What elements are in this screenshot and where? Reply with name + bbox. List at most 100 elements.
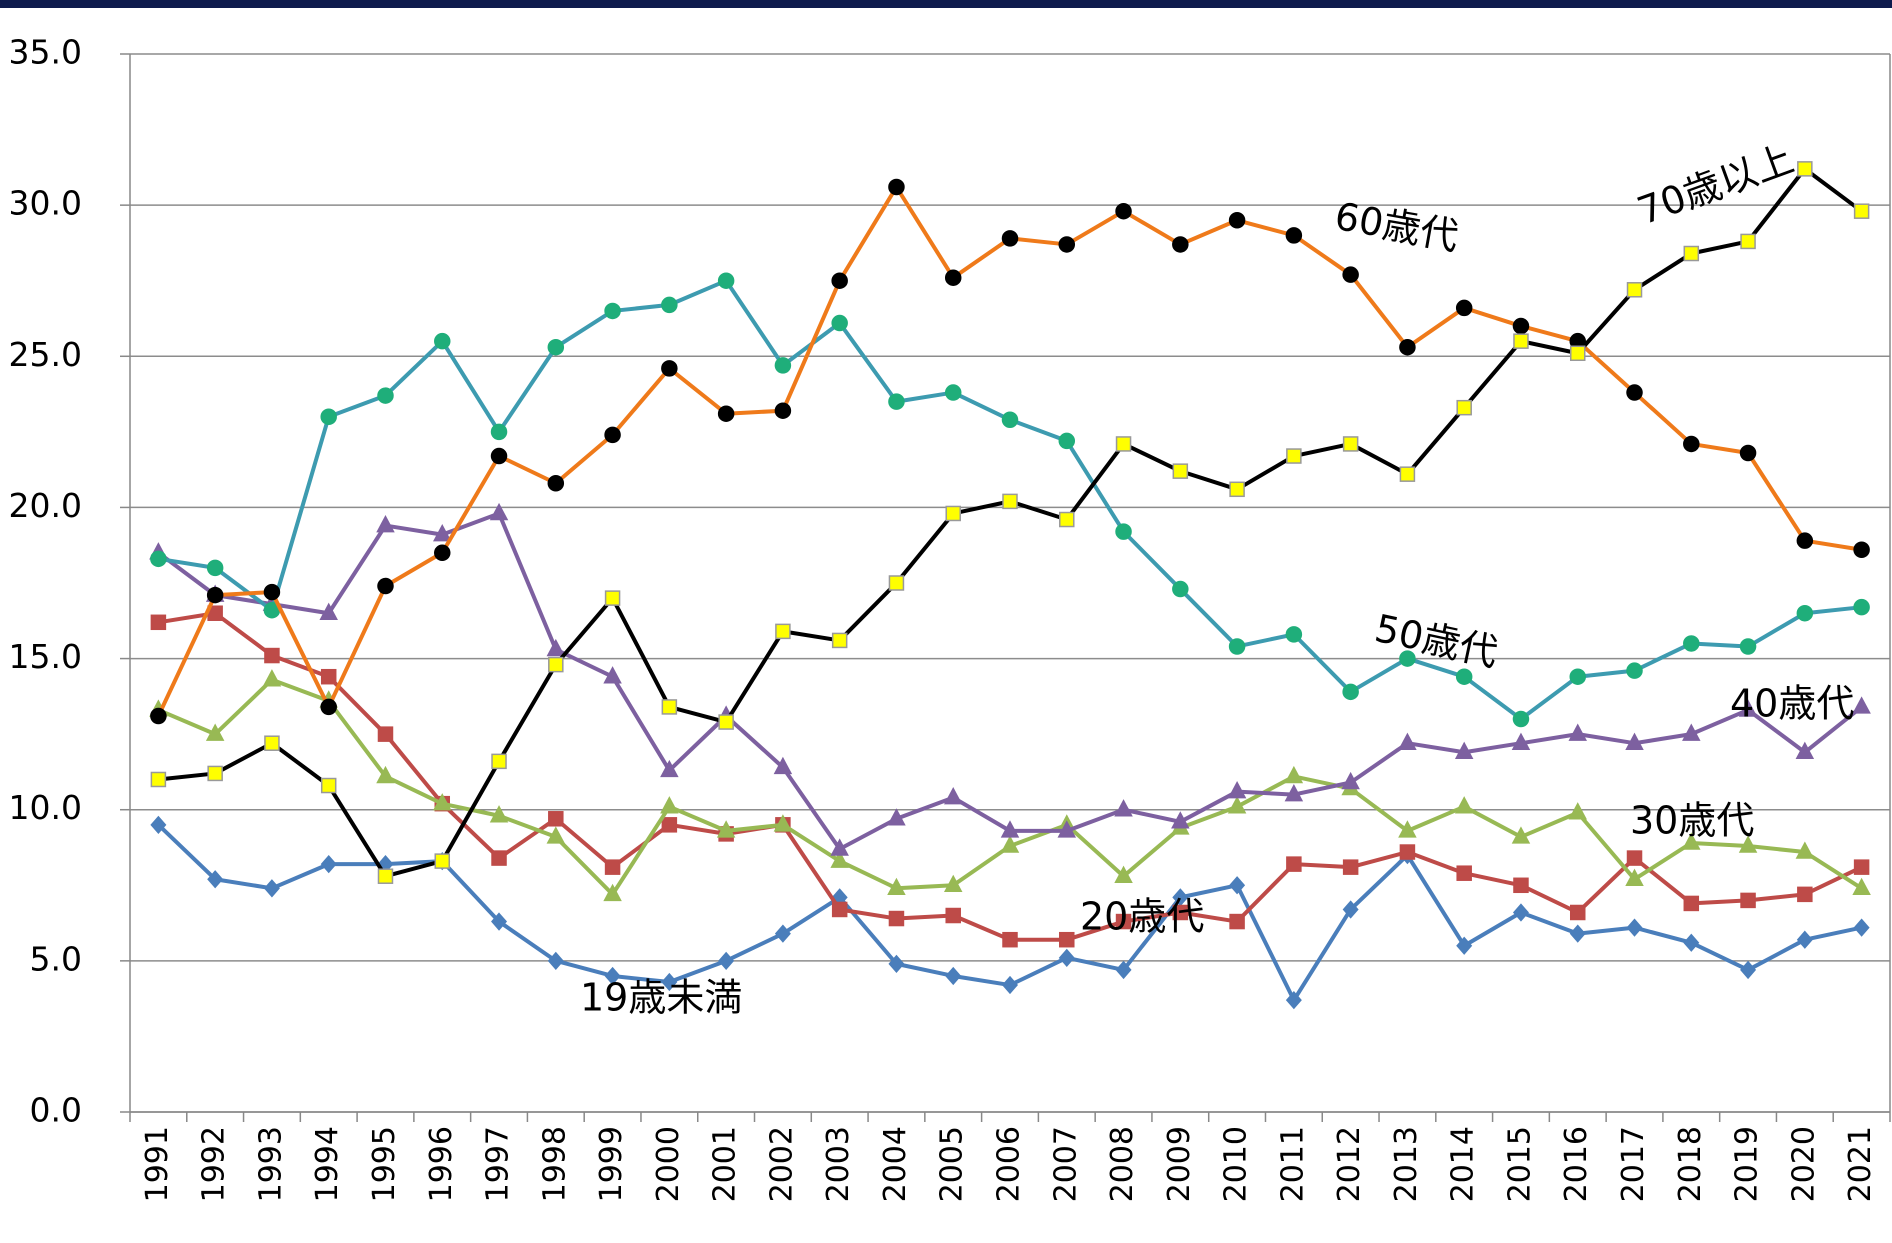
marker	[604, 302, 621, 320]
marker	[943, 787, 963, 805]
marker	[1285, 227, 1303, 244]
marker	[1115, 523, 1132, 540]
marker	[718, 714, 734, 730]
x-tick-label: 1999	[594, 1126, 629, 1202]
marker	[1513, 333, 1529, 349]
marker	[320, 698, 337, 716]
x-tick-label: 1995	[367, 1126, 402, 1202]
marker	[604, 426, 621, 444]
marker	[773, 756, 793, 775]
marker	[1456, 936, 1473, 955]
series-label: 50歳代	[1371, 606, 1502, 675]
marker	[490, 447, 508, 465]
marker	[1625, 732, 1644, 750]
marker	[1341, 771, 1360, 790]
marker	[207, 870, 224, 889]
marker	[1172, 904, 1189, 921]
marker	[1511, 732, 1531, 750]
marker	[1002, 931, 1018, 948]
marker	[1626, 662, 1643, 679]
marker	[1115, 913, 1132, 930]
marker	[945, 505, 961, 522]
x-tick-label: 1996	[424, 1126, 459, 1202]
marker	[1399, 650, 1416, 667]
marker	[888, 575, 905, 591]
series-label: 70歳以上	[1632, 136, 1800, 233]
marker	[1229, 876, 1246, 895]
marker	[1454, 741, 1474, 760]
marker	[434, 332, 451, 350]
marker	[1512, 710, 1530, 728]
marker	[1285, 626, 1303, 643]
marker	[547, 338, 565, 356]
marker	[1683, 635, 1700, 652]
marker	[1398, 820, 1417, 838]
x-tick-label: 2000	[651, 1126, 686, 1202]
marker	[320, 854, 337, 874]
marker	[773, 814, 793, 832]
marker	[1796, 604, 1814, 622]
marker	[1683, 435, 1700, 453]
marker	[774, 402, 792, 419]
marker	[489, 502, 509, 521]
marker	[944, 269, 962, 286]
marker	[830, 850, 849, 868]
marker	[1342, 859, 1359, 875]
marker	[434, 544, 451, 562]
marker	[546, 638, 566, 657]
marker	[1853, 598, 1870, 616]
marker	[945, 966, 962, 986]
marker	[1683, 245, 1700, 262]
marker	[1512, 317, 1530, 335]
marker	[1852, 877, 1871, 896]
marker	[433, 793, 452, 811]
marker	[774, 924, 791, 943]
marker	[1853, 203, 1870, 219]
marker	[1114, 799, 1133, 817]
marker	[661, 817, 678, 833]
y-tick-label: 20.0	[9, 486, 82, 525]
marker	[1513, 877, 1529, 894]
x-tick-label: 1992	[197, 1126, 232, 1202]
marker	[774, 357, 792, 374]
marker	[1853, 918, 1870, 937]
marker	[661, 360, 678, 377]
marker	[603, 666, 622, 684]
marker	[1569, 668, 1586, 685]
marker	[1058, 236, 1076, 253]
marker	[1115, 436, 1132, 452]
marker	[150, 614, 167, 631]
marker	[1455, 299, 1473, 317]
marker	[1002, 975, 1018, 995]
marker	[1228, 212, 1246, 229]
series-label: 60歳代	[1332, 194, 1462, 259]
x-tick-label: 2002	[764, 1126, 799, 1202]
marker	[1682, 832, 1701, 850]
marker	[1284, 784, 1304, 802]
marker	[944, 384, 962, 401]
marker	[661, 972, 678, 992]
x-tick-label: 2006	[992, 1126, 1027, 1202]
x-tick-label: 1991	[140, 1126, 175, 1202]
marker	[1682, 723, 1701, 741]
x-tick-label: 1998	[537, 1126, 572, 1202]
marker	[604, 590, 621, 606]
marker	[1115, 960, 1132, 980]
marker	[150, 550, 167, 568]
marker	[1229, 913, 1245, 930]
marker	[831, 272, 848, 289]
marker	[718, 951, 735, 970]
marker	[1228, 638, 1246, 655]
marker	[1683, 895, 1700, 912]
series-line	[158, 611, 1863, 942]
marker	[207, 765, 223, 782]
x-tick-label: 1997	[481, 1126, 516, 1202]
marker	[888, 178, 905, 196]
marker	[1853, 541, 1870, 558]
marker	[1059, 931, 1075, 948]
x-tick-label: 2017	[1616, 1126, 1651, 1202]
marker	[1001, 230, 1019, 247]
y-tick-label: 0.0	[30, 1091, 82, 1130]
marker	[1115, 202, 1132, 220]
x-tick-label: 2005	[935, 1126, 970, 1202]
